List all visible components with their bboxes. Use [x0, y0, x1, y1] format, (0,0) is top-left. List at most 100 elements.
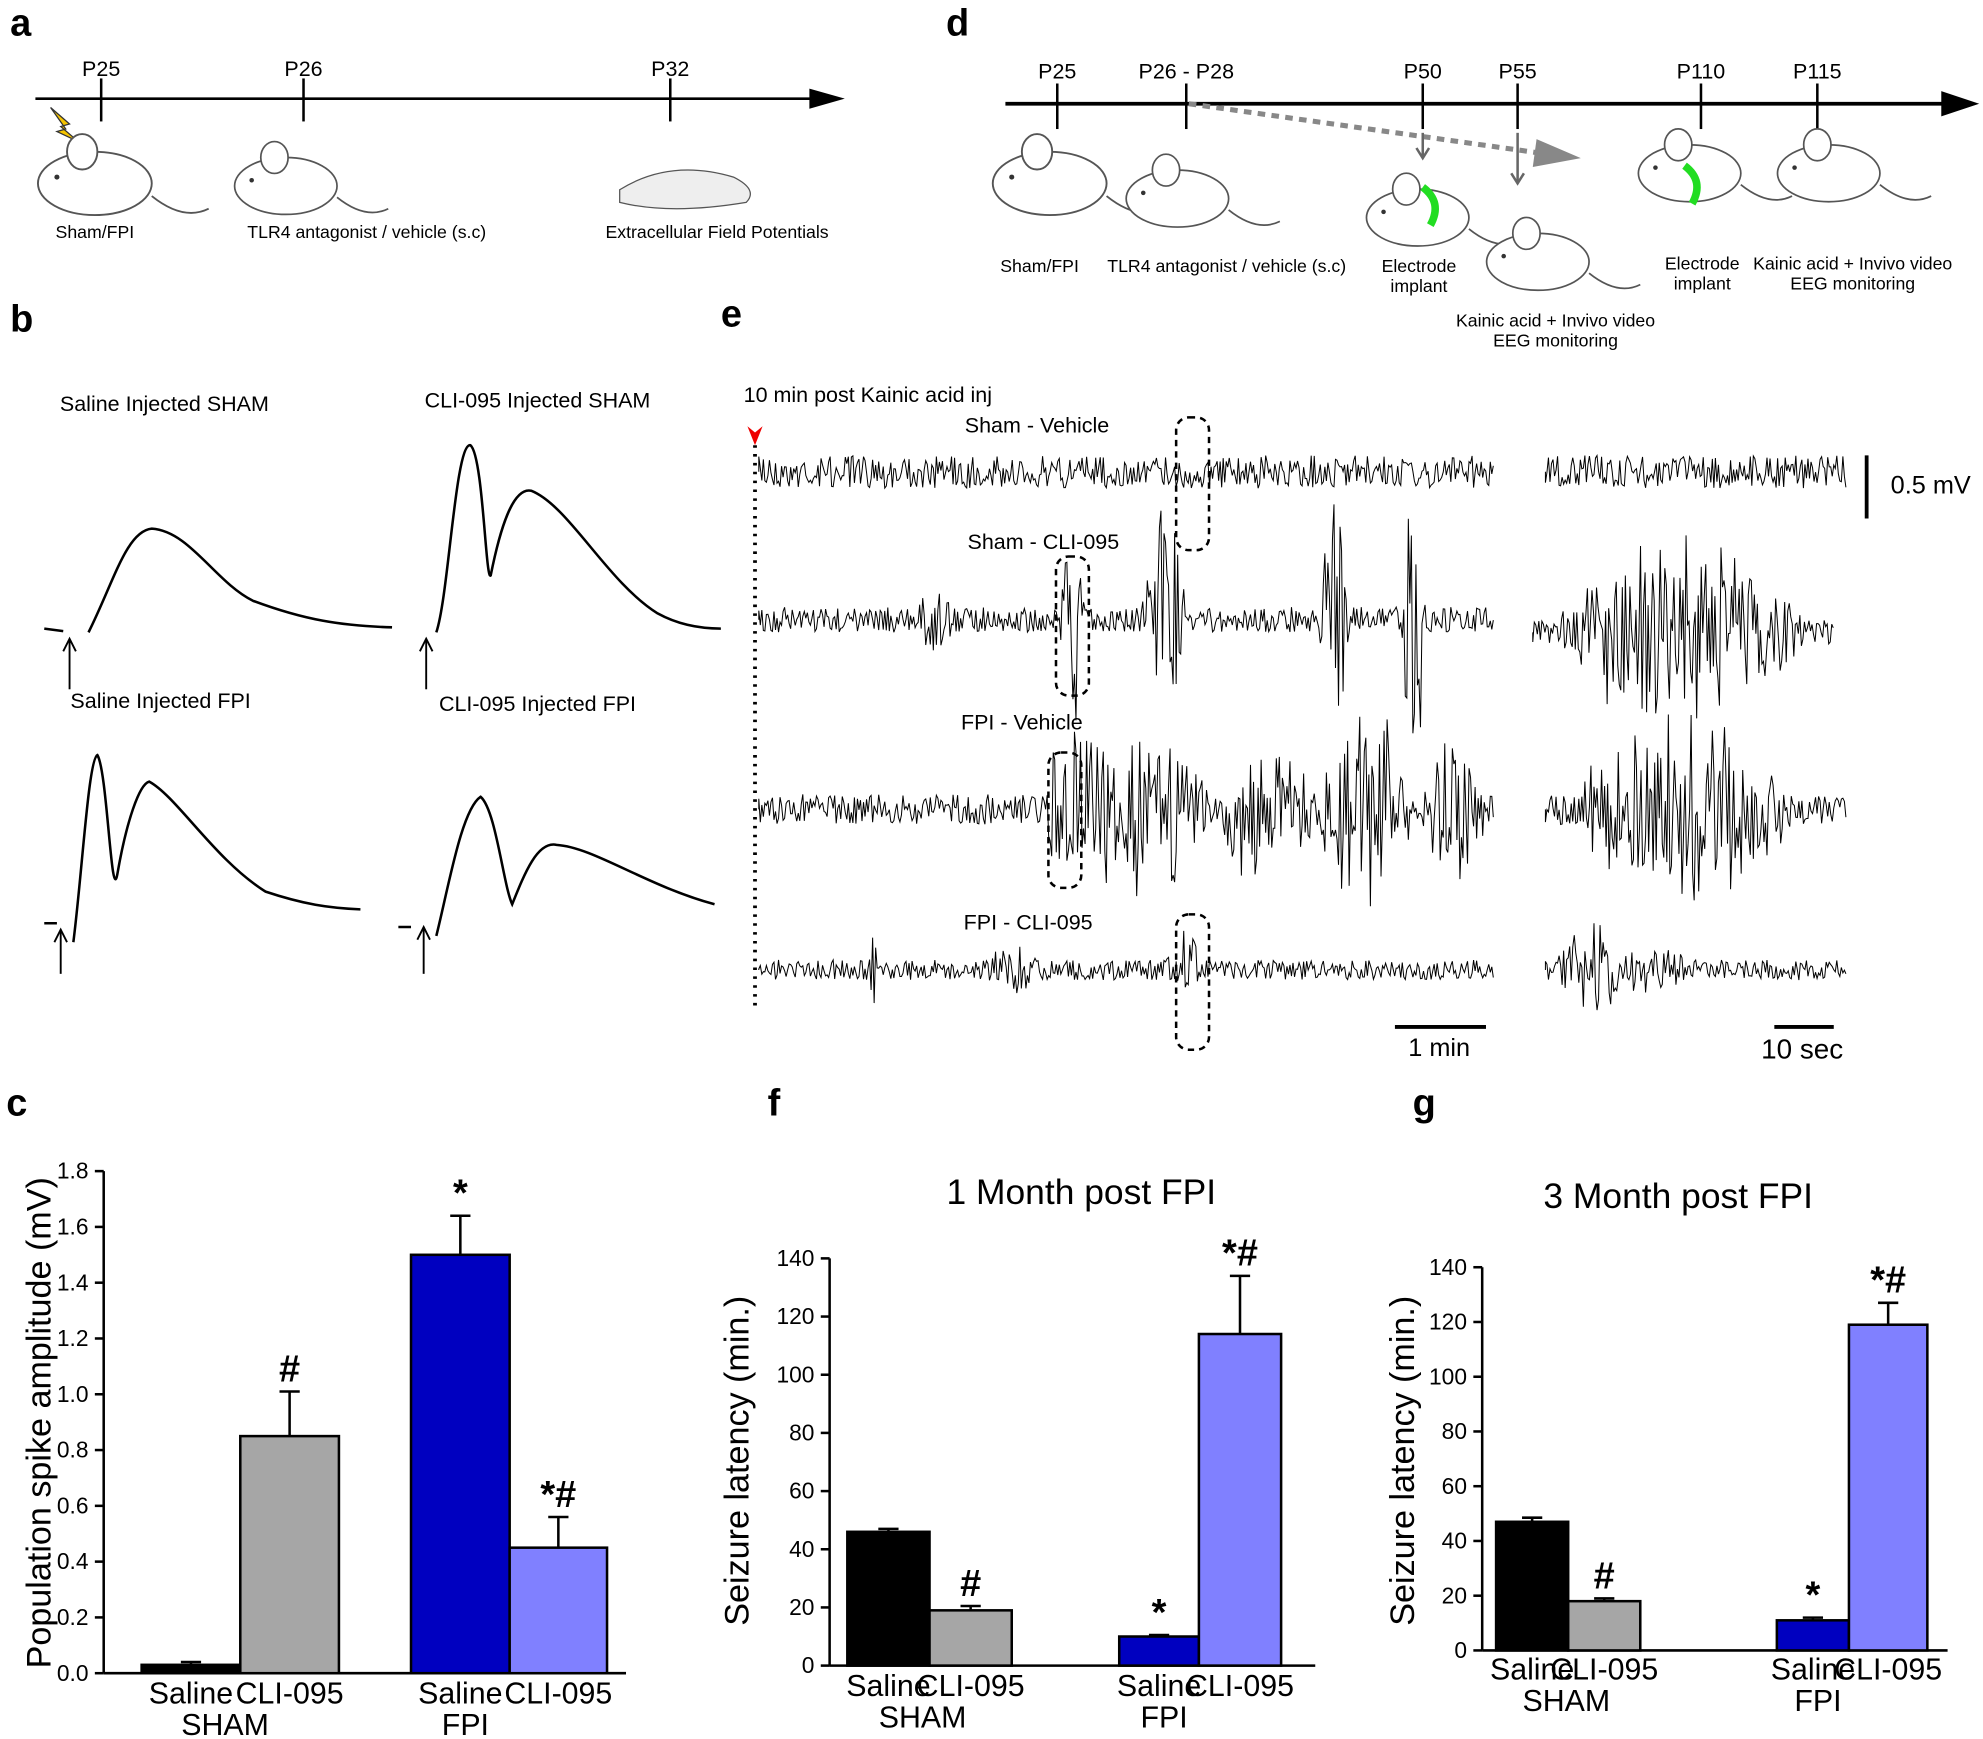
- mouse-eye: [1009, 174, 1015, 180]
- bar: [928, 1609, 1013, 1667]
- x-tick-label: CLI-095: [236, 1678, 344, 1711]
- bar: [1566, 1599, 1642, 1652]
- error-bar: [960, 1604, 981, 1611]
- timepoint-label: P115: [1793, 59, 1842, 83]
- evoked-trace: [44, 527, 393, 633]
- panel-label: a: [10, 2, 32, 44]
- note: 10 min post Kainic acid inj: [744, 383, 992, 407]
- mouse-eye: [1140, 190, 1146, 196]
- mouse-ear: [66, 133, 99, 171]
- timeline-arrow: [1941, 91, 1980, 117]
- error-bar: [1148, 1633, 1170, 1637]
- significance-mark: *: [1806, 1574, 1821, 1616]
- x-tick-label: Saline: [1490, 1654, 1574, 1687]
- y-axis-label: Seizure latency (min.): [719, 1296, 757, 1626]
- y-tick-label: 0.4: [57, 1548, 89, 1574]
- error-bar: [1802, 1616, 1824, 1621]
- x-tick-label: Saline: [1771, 1654, 1855, 1687]
- mouse-icon: [1125, 153, 1281, 228]
- caption: EEG monitoring: [1790, 274, 1915, 294]
- mouse-icon: [1485, 216, 1641, 292]
- significance-mark: #: [279, 1348, 300, 1390]
- y-tick-label: 80: [789, 1419, 814, 1445]
- panel-label: b: [10, 298, 33, 340]
- caption: Sham/FPI: [56, 222, 135, 242]
- y-tick-label: 1.8: [57, 1158, 89, 1184]
- timepoint-label: P32: [651, 57, 689, 81]
- y-tick-label: 40: [789, 1536, 814, 1562]
- x-tick-label: CLI-095: [1186, 1670, 1294, 1703]
- mouse-icon: [36, 133, 210, 216]
- stimulus-arrowhead: [53, 927, 68, 943]
- timepoint-label: P26: [284, 57, 322, 81]
- group-label: SHAM: [879, 1702, 967, 1735]
- mouse-ear: [1020, 133, 1054, 171]
- panel-label: c: [6, 1082, 27, 1124]
- mouse-icon: [1776, 128, 1932, 203]
- y-tick-label: 120: [776, 1303, 814, 1329]
- mouse-tail: [1879, 184, 1932, 201]
- slice-icon: [619, 169, 751, 210]
- highlight-box: [1174, 913, 1211, 1051]
- bar: [1775, 1619, 1851, 1652]
- highlight-box: [1047, 751, 1083, 890]
- mouse-eye: [54, 174, 60, 180]
- timepoint-label: P25: [82, 57, 120, 81]
- chart-title: 1 Month post FPI: [946, 1172, 1216, 1212]
- trace-label: Sham - Vehicle: [965, 414, 1110, 438]
- y-tick-label: 20: [1442, 1582, 1467, 1608]
- injection-marker: [747, 426, 763, 446]
- bar: [1847, 1323, 1929, 1652]
- y-tick-label: 0: [1454, 1637, 1467, 1663]
- mouse-eye: [1381, 209, 1386, 215]
- group-label: FPI: [1141, 1702, 1188, 1735]
- highlight-box: [1174, 416, 1211, 552]
- scale-label: 0.5 mV: [1891, 471, 1971, 499]
- caption: EEG monitoring: [1493, 331, 1618, 351]
- mouse-tail: [1588, 272, 1641, 290]
- bar: [409, 1253, 511, 1675]
- trace-title: CLI-095 Injected SHAM: [425, 388, 651, 412]
- eeg-trace: [758, 716, 1494, 907]
- stimulus-arrowhead: [62, 636, 77, 652]
- bar: [1197, 1332, 1283, 1667]
- evoked-trace: [435, 443, 721, 633]
- trace-title: Saline Injected FPI: [70, 689, 250, 713]
- y-tick-label: 1.2: [57, 1325, 89, 1351]
- stimulus-arrowhead: [416, 924, 431, 941]
- mouse-tail: [336, 196, 389, 214]
- mouse-icon: [991, 133, 1164, 216]
- caption: Sham/FPI: [1000, 256, 1079, 276]
- significance-mark: *#: [540, 1474, 576, 1516]
- caption: TLR4 antagonist / vehicle (s.c): [247, 222, 486, 242]
- scale-label: 1 min: [1408, 1034, 1470, 1062]
- error-bar: [548, 1515, 569, 1548]
- mouse-eye: [249, 177, 254, 183]
- dashed-arrow: [1188, 101, 1550, 157]
- scale-label: 10 sec: [1761, 1034, 1843, 1065]
- caption: Extracellular Field Potentials: [605, 222, 828, 242]
- mouse-tail: [151, 195, 210, 214]
- group-label: SHAM: [181, 1709, 269, 1739]
- x-tick-label: CLI-095: [504, 1678, 612, 1711]
- trace-label: FPI - Vehicle: [961, 711, 1083, 735]
- mouse-icon: [233, 140, 389, 216]
- y-tick-label: 60: [1442, 1473, 1467, 1499]
- mouse-ear: [259, 140, 289, 175]
- bar: [1494, 1520, 1570, 1652]
- significance-mark: *: [1152, 1592, 1167, 1634]
- panel-label: g: [1413, 1082, 1436, 1124]
- y-tick-label: 120: [1429, 1309, 1467, 1335]
- bar: [239, 1434, 341, 1675]
- x-tick-label: Saline: [149, 1678, 233, 1711]
- arrowhead: [1510, 172, 1525, 186]
- panel-label: e: [721, 293, 742, 335]
- error-bar: [1594, 1597, 1615, 1602]
- group-label: FPI: [442, 1709, 489, 1739]
- arrowhead: [1415, 147, 1431, 161]
- significance-mark: #: [960, 1563, 981, 1605]
- caption: TLR4 antagonist / vehicle (s.c): [1107, 256, 1346, 276]
- stimulus-arrowhead: [419, 636, 434, 652]
- y-tick-label: 1.0: [57, 1381, 89, 1407]
